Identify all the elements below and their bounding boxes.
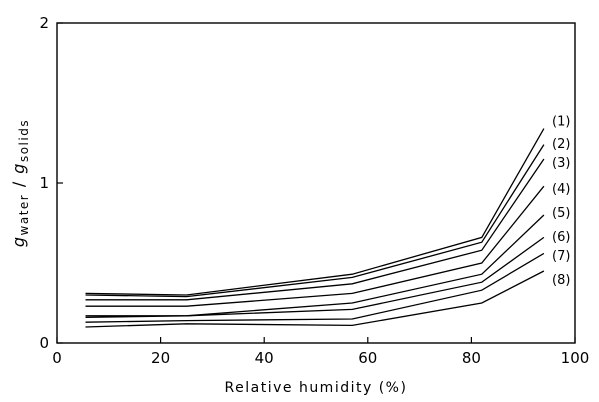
y-axis-title-main: g xyxy=(9,235,28,247)
y-tick-label-2: 2 xyxy=(39,14,49,32)
y-axis-title-sub1: water xyxy=(17,194,31,236)
series-line-7 xyxy=(85,252,545,323)
y-axis-title-main-2: g xyxy=(9,162,28,174)
series-label-5: (5) xyxy=(552,206,570,221)
x-tick-label-2: 40 xyxy=(255,349,274,367)
series-label-3: (3) xyxy=(552,156,570,171)
series-label-7: (7) xyxy=(552,249,570,264)
axis-ticks xyxy=(56,22,576,344)
axis-tick-labels: 0 20 40 60 80 100 0 1 2 xyxy=(39,14,589,367)
series-label-6: (6) xyxy=(552,230,570,245)
x-axis-title: Relative humidity (%) xyxy=(225,380,408,396)
y-axis-title-sep: / xyxy=(9,174,28,194)
series-labels: (1) (2) (3) (4) (5) (6) (7) (8) xyxy=(552,115,570,288)
series-lines xyxy=(85,128,545,328)
series-line-3 xyxy=(85,158,545,301)
y-axis-title: gwater / gsolids xyxy=(9,119,31,247)
series-line-6 xyxy=(85,236,545,319)
x-tick-label-4: 80 xyxy=(462,349,481,367)
series-label-4: (4) xyxy=(552,182,570,197)
series-line-2 xyxy=(85,144,545,298)
series-line-8 xyxy=(85,270,545,328)
x-tick-label-3: 60 xyxy=(358,349,377,367)
series-label-8: (8) xyxy=(552,273,570,288)
x-tick-label-0: 0 xyxy=(52,349,62,367)
x-tick-label-1: 20 xyxy=(151,349,170,367)
series-line-4 xyxy=(85,185,545,307)
y-axis-title-sub2: solids xyxy=(17,119,31,162)
y-tick-label-1: 1 xyxy=(39,174,49,192)
series-label-2: (2) xyxy=(552,137,570,152)
series-line-1 xyxy=(85,128,545,296)
x-tick-label-5: 100 xyxy=(561,349,590,367)
series-label-1: (1) xyxy=(552,115,570,130)
y-tick-label-0: 0 xyxy=(39,334,49,352)
series-line-5 xyxy=(85,214,545,317)
